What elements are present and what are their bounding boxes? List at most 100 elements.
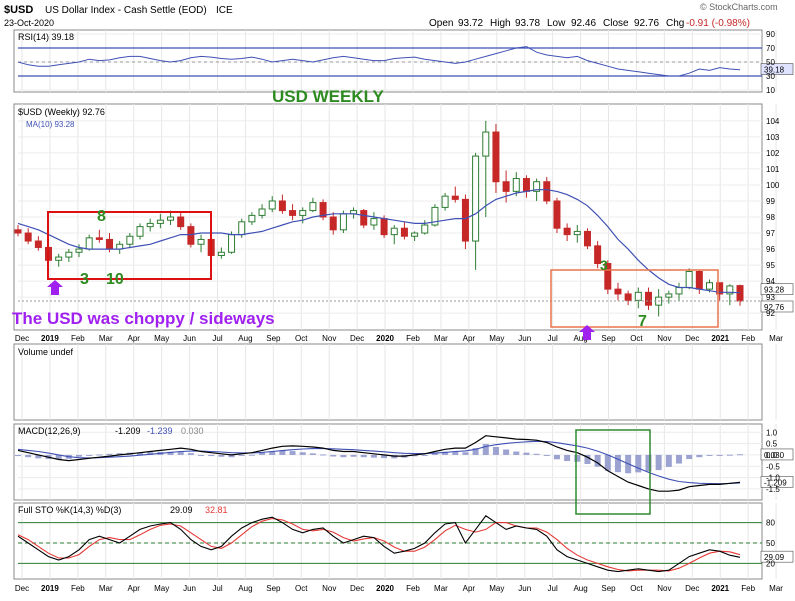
macd-histogram-bar (309, 453, 316, 455)
x-tick-label: Oct (295, 334, 308, 343)
recent-range-box (550, 269, 719, 328)
macd-panel: 0.030 -1.209 (15, 435, 794, 492)
candle-body (217, 251, 225, 256)
x-tick-label: 2019 (41, 584, 59, 593)
macd-histogram-bar (218, 454, 225, 457)
x-tick-label: Nov (322, 584, 336, 593)
x-tick-label: Jul (212, 584, 222, 593)
candle-body (482, 131, 490, 157)
x-tick-label: Oct (630, 334, 643, 343)
price-tick-label: 99 (766, 197, 775, 206)
price-tick-label: 104 (766, 117, 780, 126)
x-tick-label: Feb (741, 334, 755, 343)
rsi-tick-label: 70 (766, 44, 775, 53)
candle-body (431, 206, 439, 226)
candle-body (370, 218, 378, 226)
macd-histogram-bar (706, 454, 713, 456)
macd-value-label: -1.209 (764, 478, 787, 487)
candle-body (522, 178, 530, 192)
candle-body (441, 195, 449, 208)
sideways-box (47, 211, 212, 280)
candle-body (34, 240, 42, 248)
macd-histogram-bar (574, 454, 581, 462)
macd-histogram-bar (269, 451, 276, 455)
macd-histogram-bar (289, 451, 296, 455)
wave-count-3-left: 3 (80, 271, 89, 288)
price-tick-label: 96 (766, 245, 775, 254)
x-tick-label: May (154, 334, 169, 343)
candle-body (65, 251, 73, 258)
rsi-tick-label: 10 (766, 86, 775, 95)
candle-body (512, 178, 520, 192)
macd-histogram-bar (665, 454, 672, 467)
macd-histogram-bar (350, 454, 357, 457)
x-tick-label: Feb (406, 584, 420, 593)
close-value-label: 92.76 (764, 303, 785, 312)
macd-histogram-bar (442, 451, 449, 455)
header-date: 23-Oct-2020 (4, 18, 54, 28)
candle-body (380, 218, 388, 236)
price-tick-label: 92 (766, 309, 775, 318)
watermark: © StockCharts.com (700, 2, 778, 12)
macd-tick-label: -0.5 (766, 462, 780, 471)
candle-body (177, 216, 185, 228)
rsi-tick-label: 50 (766, 58, 775, 67)
candle-body (309, 202, 317, 212)
x-tick-label: Sep (266, 584, 281, 593)
macd-legend-hist: 0.030 (181, 426, 204, 436)
candle-body (502, 181, 510, 192)
legends: RSI(14) 39.18 $USD (Weekly) 92.76 MA(10)… (18, 32, 228, 515)
macd-tick-label: 0.5 (766, 440, 778, 449)
candle-body (594, 245, 602, 264)
x-tick-label: Aug (238, 334, 252, 343)
x-tick-label: Oct (295, 584, 308, 593)
x-tick-label: Jun (518, 334, 531, 343)
x-tick-label: Dec (15, 584, 29, 593)
macd-histogram-bar (228, 454, 235, 458)
macd-histogram-bar (482, 444, 489, 455)
macd-histogram-bar (726, 454, 733, 456)
ohlc-close-value: 92.76 (634, 18, 659, 29)
macd-histogram-bar (147, 452, 154, 455)
caption-annotation: The USD was choppy / sideways (12, 309, 275, 328)
macd-histogram-bar (86, 454, 93, 456)
ohlc-close-label: Close (603, 18, 629, 29)
candle-body (329, 216, 337, 231)
candle-body (55, 256, 63, 261)
wave-count-8: 8 (97, 208, 106, 225)
candle-body (85, 237, 93, 250)
x-tick-label: Mar (99, 334, 113, 343)
sto-tick-label: 20 (766, 559, 775, 568)
x-tick-label: Sep (601, 334, 616, 343)
macd-histogram-bar (614, 454, 621, 473)
ohlc-high-value: 93.78 (515, 18, 540, 29)
rsi-legend: RSI(14) 39.18 (18, 32, 74, 42)
sto-legend-k: 29.09 (170, 505, 193, 515)
rsi-value-label-tag (760, 63, 794, 75)
header-exchange: ICE (216, 5, 233, 16)
macd-hist-value-label: 0.030 (764, 451, 785, 460)
candle-body (339, 213, 347, 231)
candle-body (624, 293, 632, 301)
candle-body (319, 202, 327, 218)
x-tick-label: May (489, 584, 504, 593)
candle-body (24, 232, 32, 242)
candle-body (187, 226, 195, 245)
price-tick-label: 98 (766, 213, 775, 222)
rsi-panel-frame (13, 29, 763, 93)
macd-histogram-bar (645, 454, 652, 472)
ohlc-open-label: Open (429, 18, 453, 29)
x-tick-label: Feb (71, 584, 85, 593)
rsi-line (17, 46, 741, 77)
ma10-line (17, 189, 741, 294)
macd-histogram-bar (503, 449, 510, 455)
x-tick-label: Nov (322, 334, 336, 343)
ohlc-open-value: 93.72 (458, 18, 483, 29)
price-tick-label: 93 (766, 293, 775, 302)
macd-histogram-bar (421, 454, 428, 456)
candle-body (360, 210, 368, 226)
macd-tick-label: 1.0 (766, 428, 778, 437)
candle-body (461, 198, 469, 242)
